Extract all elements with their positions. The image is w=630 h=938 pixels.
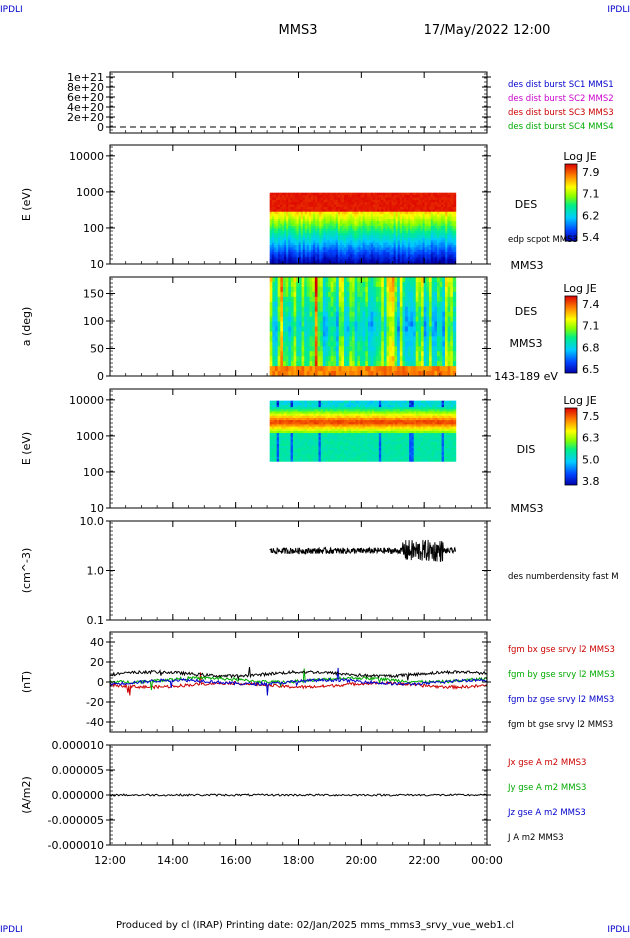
side-label: edp scpot MMS3 <box>508 235 578 245</box>
y-tick-label: 0 <box>97 370 104 383</box>
colorbar-tick-label: 5.4 <box>582 231 600 244</box>
colorbar-title: Log JE <box>563 150 596 163</box>
spectrogram-cell <box>453 327 456 333</box>
spectrogram-cell <box>453 307 456 313</box>
y-tick-label: 0 <box>97 121 104 134</box>
panel-des-pitch-angle: 150 100 50 0 a (deg) Log JE 7.4 7.1 6.8 6.5 DES MMS… <box>20 277 600 383</box>
spectrogram-cell <box>453 322 456 328</box>
y-tick-label: 10 <box>90 258 104 271</box>
spectrogram-cell <box>453 317 456 323</box>
spectrogram-cell <box>453 302 456 308</box>
y-tick-label: 50 <box>90 343 104 356</box>
spectrogram-cell <box>453 282 456 288</box>
y-axis-label: E (eV) <box>20 188 33 221</box>
corner-label-tl: IPDLI <box>0 5 23 15</box>
colorbar-tick-label: 7.1 <box>582 320 600 333</box>
colorbar-title: Log JE <box>563 282 596 295</box>
legend-entry: des dist burst SC4 MMS4 <box>508 122 614 132</box>
spectrogram-cell <box>453 341 456 347</box>
colorbar-tick-label: 7.1 <box>582 188 600 201</box>
spectrogram-cell <box>453 297 456 303</box>
colorbar-tick-label: 6.8 <box>582 341 600 354</box>
spectrogram-des-energy <box>270 193 456 265</box>
colorbar-tick-label: 6.2 <box>582 209 600 222</box>
colorbar-tick-label: 7.9 <box>582 166 600 179</box>
spectrogram-cell <box>453 312 456 318</box>
y-tick-label: 1000 <box>76 186 104 199</box>
spacecraft-title: MMS3 <box>279 23 318 38</box>
y-tick-label: 100 <box>83 222 104 235</box>
y-tick-label: 10000 <box>69 150 104 163</box>
footer-text: Produced by cl (IRAP) Printing date: 02/… <box>116 920 514 931</box>
spectrogram-cell <box>453 331 456 337</box>
spectrogram-dis-energy <box>270 401 456 462</box>
spectrogram-cell <box>453 287 456 293</box>
side-label: DES <box>515 198 537 211</box>
spectrogram-cell <box>453 366 456 372</box>
spectrogram-cell <box>453 356 456 362</box>
spectrogram-cell <box>453 351 456 357</box>
legend-entry: des dist burst SC1 MMS1 <box>508 80 614 90</box>
colorbar <box>565 164 577 241</box>
corner-label-br: IPDLI <box>607 925 630 934</box>
spectrogram-des-pitch <box>270 277 456 377</box>
spectrogram-cell <box>453 336 456 342</box>
colorbar-tick-label: 6.5 <box>582 363 600 376</box>
side-label: DES <box>515 305 537 318</box>
colorbar <box>565 296 577 373</box>
colorbar-tick-label: 7.4 <box>582 298 600 311</box>
spectrogram-cell <box>453 361 456 367</box>
panel-frame <box>110 72 487 133</box>
legend-entry: des dist burst SC3 MMS3 <box>508 108 614 118</box>
side-label: MMS3 <box>511 259 544 272</box>
panel-des-energy-spectrogram: 10000 1000 100 10 E (eV) Log JE 7.9 7.1 6.2 5.4 DE… <box>20 145 600 272</box>
corner-label-bl: IPDLI <box>0 925 23 934</box>
spectrogram-cell <box>453 277 456 283</box>
y-axis-label: a (deg) <box>20 307 33 347</box>
spectrogram-cell <box>453 346 456 352</box>
side-label: MMS3 <box>510 337 543 350</box>
legend-entry: des dist burst SC2 MMS2 <box>508 94 614 104</box>
datetime-title: 17/May/2022 12:00 <box>424 23 551 38</box>
y-tick-label: 150 <box>83 288 104 301</box>
side-label: 143-189 eV <box>494 370 558 383</box>
corner-label-tr: IPDLI <box>607 5 630 15</box>
y-tick-label: 100 <box>83 315 104 328</box>
spectrogram-cell <box>453 292 456 298</box>
